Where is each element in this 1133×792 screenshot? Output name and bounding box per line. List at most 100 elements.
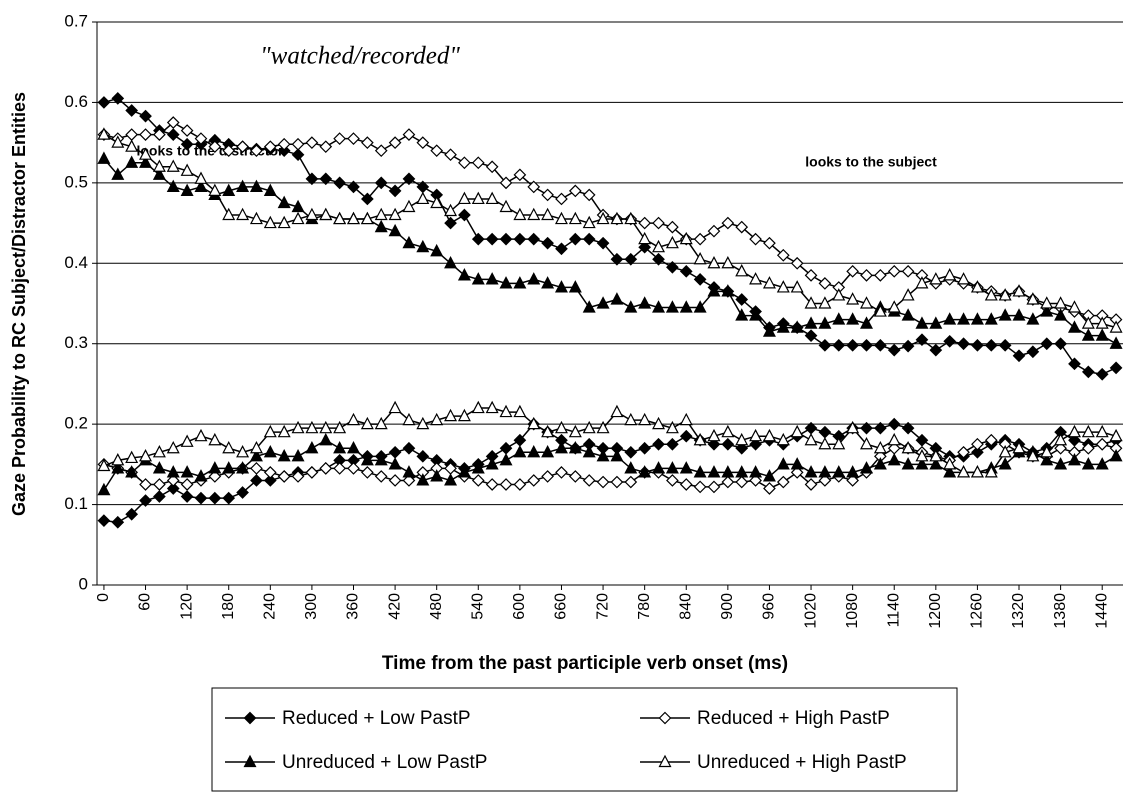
series-marker (957, 445, 970, 459)
series-marker (957, 465, 971, 478)
series-marker (707, 437, 721, 451)
series-marker (485, 191, 499, 205)
series-marker (250, 474, 263, 487)
series-marker (749, 437, 762, 451)
series-marker (1026, 345, 1040, 359)
series-marker (554, 420, 568, 434)
series-marker (97, 127, 111, 140)
series-marker (707, 465, 721, 478)
series-marker (194, 179, 208, 192)
series-marker (804, 269, 818, 282)
series-marker (97, 151, 111, 164)
series-marker (735, 308, 749, 321)
series-marker (1109, 336, 1123, 349)
x-tick-label: 1200 (927, 593, 944, 629)
series-marker (666, 474, 679, 487)
series-marker (679, 429, 693, 443)
series-marker (471, 156, 485, 170)
series-marker (208, 432, 222, 446)
series-marker (818, 474, 832, 487)
series-marker (638, 465, 652, 478)
series-marker (970, 280, 984, 293)
series-marker (901, 440, 915, 454)
series-marker (1040, 453, 1054, 466)
series-marker (568, 280, 582, 293)
series-marker (388, 400, 402, 414)
legend-marker (658, 711, 672, 725)
series-marker (804, 432, 818, 446)
series-marker (638, 412, 652, 426)
series-marker (139, 449, 153, 462)
series-marker (554, 280, 568, 293)
series-marker (139, 147, 153, 160)
series-marker (1081, 365, 1095, 379)
series-marker (263, 466, 277, 479)
series-marker (416, 416, 430, 430)
series-marker (693, 273, 707, 286)
series-marker (180, 478, 194, 491)
series-marker (1081, 328, 1095, 341)
series-marker (208, 140, 222, 154)
series-marker (125, 507, 139, 521)
series-marker (818, 338, 832, 352)
series-marker (250, 462, 263, 475)
series-marker (1095, 424, 1109, 438)
series-marker (513, 478, 527, 491)
series-marker (249, 211, 263, 225)
series-marker (693, 465, 707, 478)
series-marker (957, 337, 970, 351)
series-marker (208, 183, 222, 196)
series-marker (707, 428, 721, 442)
series-marker (873, 304, 887, 317)
series-marker (804, 465, 818, 478)
series-marker (277, 470, 291, 483)
series-marker (541, 470, 554, 483)
series-marker (874, 338, 887, 352)
series-marker (1040, 337, 1054, 351)
series-marker (624, 445, 638, 459)
series-marker (582, 188, 596, 202)
series-marker (152, 159, 166, 172)
series-marker (471, 232, 485, 246)
series-marker (430, 412, 444, 426)
series-marker (1054, 337, 1067, 351)
series-marker (554, 440, 568, 454)
series-marker (665, 461, 679, 474)
series-marker (887, 417, 901, 431)
series-marker (222, 183, 236, 196)
series-marker (610, 449, 624, 462)
series-marker (471, 400, 485, 414)
annotation: "watched/recorded" (260, 43, 460, 70)
series-marker (721, 216, 735, 230)
y-tick-label: 0.7 (64, 11, 88, 30)
series-marker (624, 412, 638, 426)
series-marker (776, 457, 790, 470)
series-marker (527, 232, 541, 246)
series-marker (970, 465, 984, 478)
series-marker (166, 159, 180, 172)
series-marker (471, 191, 485, 205)
series-marker (444, 473, 458, 486)
series-marker (610, 475, 624, 489)
series-marker (513, 232, 527, 246)
series-marker (153, 478, 166, 491)
series-marker (485, 160, 499, 174)
series-marker (277, 144, 291, 158)
series-marker (568, 184, 582, 198)
series-marker (901, 339, 915, 353)
series-marker (818, 465, 832, 478)
legend-label: Reduced + Low PastP (282, 708, 471, 729)
series-marker (984, 288, 998, 301)
series-marker (1054, 432, 1068, 446)
series-marker (873, 440, 887, 454)
series-marker (804, 316, 818, 329)
y-tick-label: 0.5 (64, 172, 88, 191)
series-marker (347, 180, 360, 194)
series-marker (943, 465, 957, 478)
series-marker (388, 207, 402, 221)
series-marker (263, 444, 277, 458)
series-marker (374, 416, 388, 430)
series-marker (277, 424, 291, 438)
series-marker (776, 475, 790, 489)
series-marker (499, 478, 513, 491)
